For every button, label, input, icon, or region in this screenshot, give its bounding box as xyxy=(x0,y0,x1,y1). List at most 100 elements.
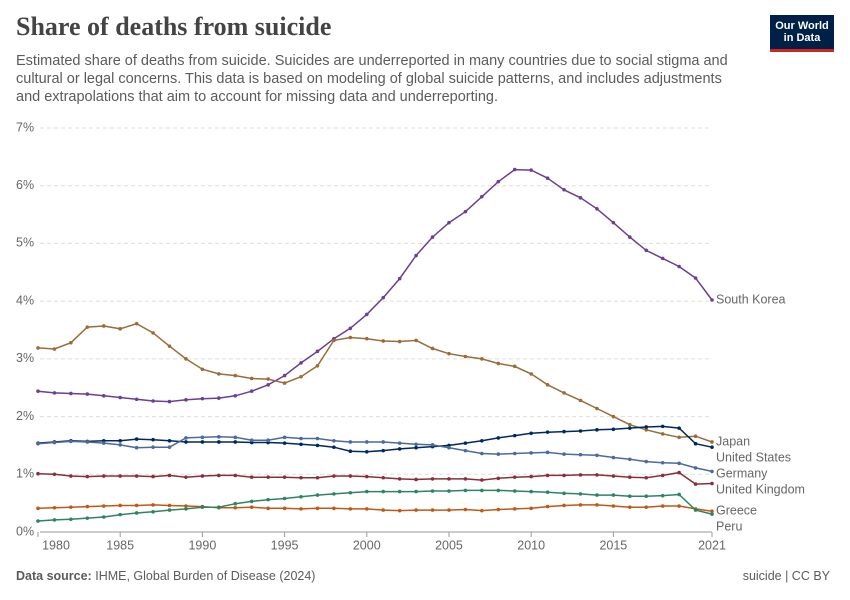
point xyxy=(233,505,238,510)
point xyxy=(217,505,221,509)
point xyxy=(512,364,517,369)
point xyxy=(381,475,386,480)
source-text: IHME, Global Burden of Disease (2024) xyxy=(95,569,316,583)
point xyxy=(217,473,221,478)
point xyxy=(184,504,188,508)
point xyxy=(381,448,386,453)
point xyxy=(69,474,73,478)
point xyxy=(151,331,155,335)
point xyxy=(529,489,533,494)
point xyxy=(364,489,369,494)
point xyxy=(447,477,451,481)
point xyxy=(85,325,90,329)
point xyxy=(282,381,287,385)
point xyxy=(348,335,353,340)
series-line xyxy=(37,489,713,522)
x-tick-label: 1985 xyxy=(106,538,134,552)
subtitle: Estimated share of deaths from suicide. … xyxy=(16,53,728,105)
point xyxy=(611,220,616,225)
point xyxy=(660,424,665,429)
point xyxy=(217,372,221,376)
point xyxy=(512,507,517,511)
point xyxy=(69,439,73,444)
point xyxy=(463,209,468,214)
point xyxy=(562,429,566,434)
point xyxy=(381,339,386,343)
point xyxy=(85,440,90,444)
x-tick-label: 1995 xyxy=(271,538,299,552)
point xyxy=(562,391,566,395)
point xyxy=(200,435,205,440)
point xyxy=(397,508,402,513)
point xyxy=(167,473,172,478)
point xyxy=(233,373,238,378)
point xyxy=(628,422,632,427)
point xyxy=(101,324,106,328)
point xyxy=(611,414,616,419)
point xyxy=(660,504,665,508)
point xyxy=(381,295,386,300)
point xyxy=(69,340,73,345)
point xyxy=(233,393,238,398)
point xyxy=(512,451,517,456)
license[interactable]: suicide | CC BY xyxy=(742,569,830,583)
point xyxy=(693,508,698,512)
point xyxy=(134,437,139,441)
point xyxy=(200,367,205,372)
point xyxy=(430,489,435,493)
legend-label: Japan xyxy=(716,434,750,448)
point xyxy=(660,493,665,498)
point xyxy=(463,477,468,481)
point xyxy=(644,475,649,480)
point xyxy=(628,505,632,509)
point xyxy=(430,235,435,239)
y-tick-label: 0% xyxy=(16,524,34,538)
x-tick-label: 1980 xyxy=(42,538,70,552)
point xyxy=(545,430,550,434)
point xyxy=(595,493,599,497)
point xyxy=(36,519,40,523)
point xyxy=(628,426,632,430)
point xyxy=(496,507,501,512)
point xyxy=(364,507,369,511)
point xyxy=(545,490,550,494)
point xyxy=(167,508,172,512)
x-tick-label: 2015 xyxy=(599,538,627,552)
point xyxy=(545,176,550,181)
logo[interactable]: Our World in Data xyxy=(770,15,834,52)
point xyxy=(545,473,550,478)
point xyxy=(315,475,320,480)
point xyxy=(266,377,270,381)
point xyxy=(52,505,57,510)
point xyxy=(693,434,698,438)
point xyxy=(447,351,451,356)
point xyxy=(299,442,303,447)
point xyxy=(184,436,188,440)
point xyxy=(282,506,287,511)
point xyxy=(184,357,188,361)
point xyxy=(595,428,599,432)
point xyxy=(611,493,616,497)
point xyxy=(397,477,402,481)
point xyxy=(447,508,451,512)
point xyxy=(118,439,122,443)
point xyxy=(167,344,172,348)
point xyxy=(447,489,451,493)
point xyxy=(299,436,303,441)
point xyxy=(660,460,665,465)
point xyxy=(52,347,57,351)
legend-label: Greece xyxy=(716,504,757,518)
point xyxy=(512,475,517,479)
legend-label: South Korea xyxy=(716,292,786,306)
point xyxy=(348,474,353,478)
point xyxy=(430,477,435,481)
point xyxy=(151,510,155,514)
point xyxy=(710,469,714,474)
point xyxy=(496,488,501,493)
point xyxy=(480,478,484,482)
point xyxy=(463,507,468,512)
point xyxy=(200,474,205,478)
point xyxy=(496,476,501,481)
